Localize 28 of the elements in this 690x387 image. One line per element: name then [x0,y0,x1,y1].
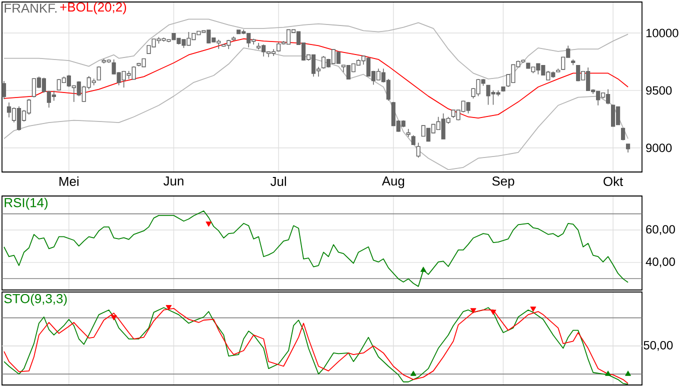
candlestick [96,66,101,81]
point [410,370,416,376]
x-tick-label: Aug [382,176,404,188]
x-tick-label: Mei [60,176,78,186]
y-tick-label: 40,00 [646,258,675,268]
point [490,310,496,315]
x-tick-label: Jun [163,176,184,186]
point [625,370,631,376]
point [166,305,172,310]
point [605,370,612,376]
ref-line-label: 50,00 [644,340,673,351]
text: +BOL(20;2) [60,2,126,14]
candlestick [416,142,420,158]
y-tick-label: 9000 [646,144,672,152]
x-tick-label: Sep [492,176,514,188]
candlestick [2,80,6,100]
y-tick-label: 9500 [646,86,672,95]
y-tick-label: 10000 [646,28,678,38]
series-label: STO(9,3,3) [4,294,67,306]
text: RSI(14) [4,198,48,210]
x-tick-label: Okt [604,176,624,186]
y-tick-label: 60,00 [646,225,675,235]
point [470,308,476,314]
candlestick [620,128,626,141]
x-tick-label: Jul [270,176,286,186]
point [530,306,536,312]
point [110,315,117,320]
chart-title: FRANKF. [4,4,56,13]
